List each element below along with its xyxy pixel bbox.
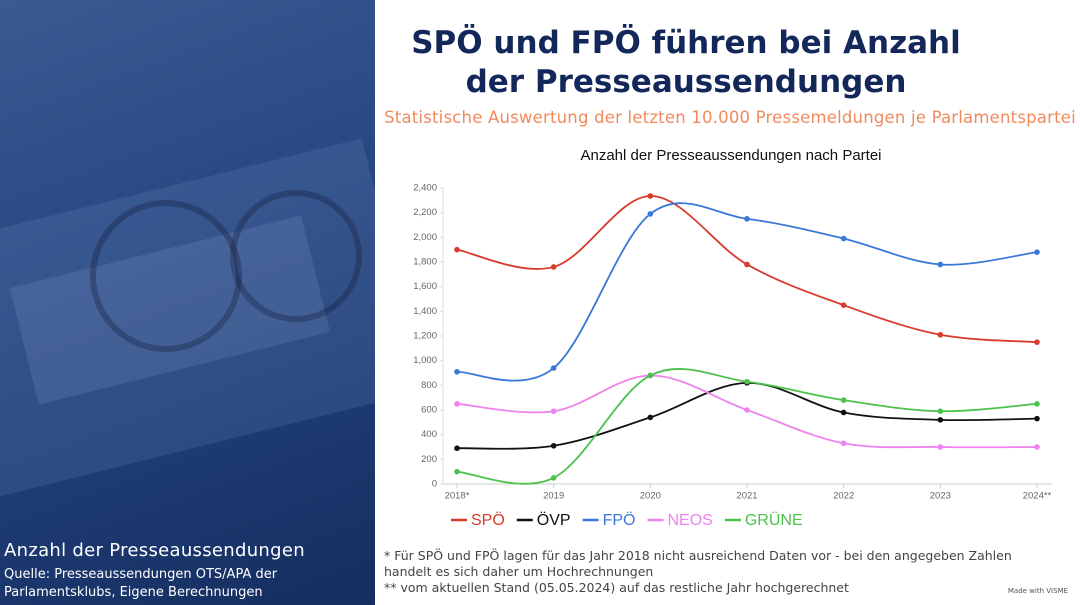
x-tick-label: 2019 [543, 491, 564, 502]
source-note: Quelle: Presseaussendungen OTS/APA der P… [4, 567, 278, 600]
data-point [840, 235, 847, 242]
y-tick-label: 600 [421, 405, 437, 416]
data-point [647, 414, 654, 421]
y-tick-label: 1,800 [413, 257, 437, 268]
data-point [550, 264, 557, 270]
y-tick-label: 0 [432, 479, 437, 490]
legend-label: FPÖ [603, 511, 636, 529]
data-point [1034, 339, 1040, 345]
x-tick-label: 2023 [930, 491, 951, 502]
data-point [454, 468, 460, 475]
x-tick-label: 2020 [640, 491, 661, 502]
x-tick-label: 2022 [833, 491, 854, 502]
y-tick-label: 1,200 [413, 331, 437, 342]
data-point [744, 378, 750, 385]
data-point [647, 211, 654, 217]
chart-title: Anzahl der Presseaussendungen nach Parte… [580, 147, 881, 164]
y-tick-label: 400 [421, 429, 437, 440]
y-tick-label: 1,000 [413, 355, 437, 366]
photo-panel: Anzahl der Presseaussendungen Quelle: Pr… [0, 0, 375, 605]
data-point [454, 246, 460, 253]
data-point [840, 440, 847, 447]
data-point [744, 261, 750, 268]
data-point [550, 408, 557, 415]
data-point [840, 397, 847, 403]
data-point [937, 417, 944, 423]
data-point [647, 193, 654, 199]
data-point [1034, 444, 1040, 450]
credit: Made with VISME [1007, 587, 1068, 595]
series-line [456, 368, 1038, 485]
series-line [456, 202, 1038, 382]
data-point [744, 216, 750, 222]
legend-label: ÖVP [537, 511, 571, 529]
data-point [454, 401, 460, 407]
legend-label: NEOS [667, 512, 712, 529]
data-point [550, 442, 557, 449]
page-subtitle: Statistische Auswertung der letzten 10.0… [384, 108, 1076, 127]
data-point [937, 261, 944, 268]
data-point [550, 365, 557, 371]
x-tick-label: 2018* [445, 491, 470, 502]
y-tick-label: 1,600 [413, 281, 437, 292]
legend-label: SPÖ [471, 511, 505, 529]
y-tick-label: 200 [421, 454, 437, 465]
data-point [840, 302, 847, 308]
data-point [454, 368, 460, 375]
y-tick-label: 2,000 [413, 232, 437, 243]
data-point [937, 408, 944, 415]
page-title: SPÖ und FPÖ führen bei Anzahl der Presse… [411, 25, 961, 100]
y-tick-label: 800 [421, 380, 437, 391]
panel-title: Anzahl der Presseaussendungen [4, 540, 305, 561]
y-tick-label: 2,400 [413, 183, 437, 194]
footnote: * Für SPÖ und FPÖ lagen für das Jahr 201… [384, 548, 1012, 579]
data-point [1034, 401, 1040, 407]
x-tick-label: 2021 [736, 491, 757, 502]
data-point [937, 444, 944, 450]
legend-label: GRÜNE [745, 511, 803, 529]
data-point [550, 475, 557, 481]
y-tick-label: 1,400 [413, 306, 437, 317]
data-point [454, 445, 460, 452]
series-line [456, 381, 1038, 450]
data-point [1034, 249, 1040, 255]
data-point [840, 409, 847, 416]
data-point [1034, 415, 1040, 422]
y-tick-label: 2,200 [413, 207, 437, 218]
footnote: ** vom aktuellen Stand (05.05.2024) auf … [384, 580, 849, 595]
data-point [744, 407, 750, 413]
data-point [647, 372, 654, 379]
x-tick-label: 2024** [1023, 491, 1052, 502]
data-point [937, 331, 944, 338]
